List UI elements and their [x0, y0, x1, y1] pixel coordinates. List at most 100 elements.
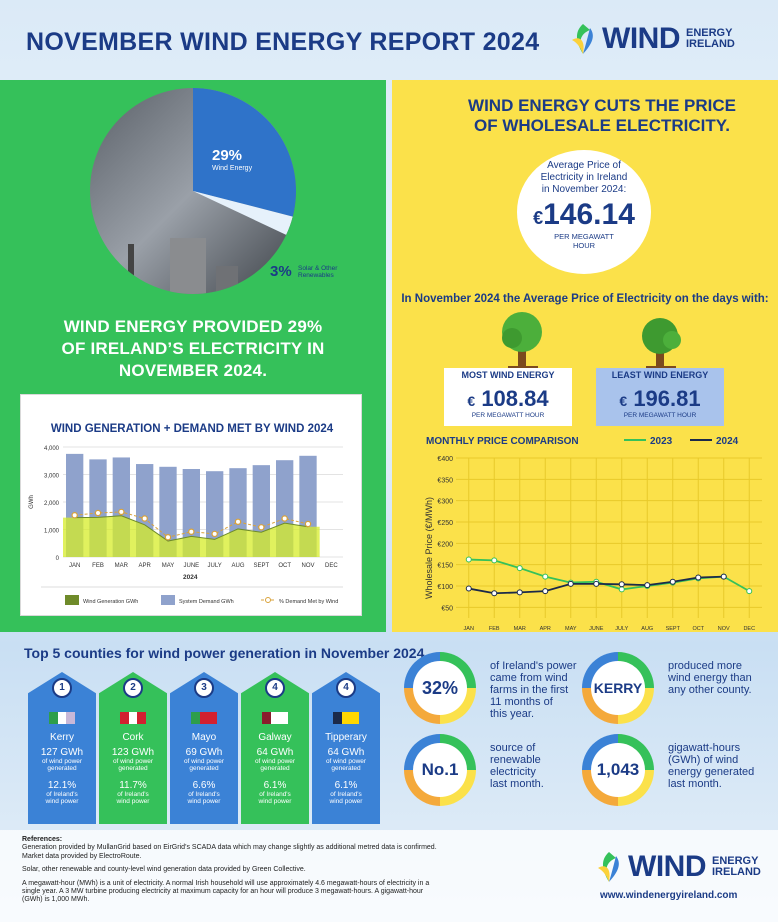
wind-energy-ireland-logo: WIND ENERGY IRELAND [568, 22, 735, 56]
wind-share-pie [90, 88, 296, 294]
x-tick-label: APR [540, 626, 551, 630]
flag-stripe [341, 712, 351, 724]
stat-value: No.1 [413, 743, 467, 797]
x-tick-label: JULY [208, 563, 222, 569]
logo-word: WIND [602, 22, 680, 55]
legend-swatch [65, 595, 79, 605]
county-rank-badge: 1 [52, 678, 72, 698]
x-tick-label: JUNE [589, 626, 604, 630]
most-wind-box: MOST WIND ENERGY € 108.84 PER MEGAWATT H… [444, 368, 572, 426]
y-tick-label: 3,000 [44, 474, 60, 480]
wind-generation-line [74, 515, 309, 542]
x-tick-label: AUG [231, 563, 244, 569]
stat-ring: No.1 [404, 734, 476, 806]
generation-chart-title: WIND GENERATION + DEMAND MET BY WIND 202… [50, 423, 334, 435]
county-card: 4 Galway 64 GWh of wind power generated 6.1% o… [241, 672, 309, 824]
county-pct: 11.7% [119, 780, 147, 791]
generation-chart-card: WIND GENERATION + DEMAND MET BY WIND 202… [20, 394, 362, 616]
stat-caption: produced more wind energy than any other c… [668, 660, 752, 696]
x-tick-label: FEB [92, 563, 104, 569]
stat-value: 32% [413, 661, 467, 715]
logo-subtitle: ENERGY IRELAND [685, 27, 735, 50]
county-flag [333, 712, 360, 724]
x-tick-label: DEC [325, 563, 338, 569]
series-point [516, 565, 523, 572]
series-point [593, 580, 600, 587]
least-wind-label: LEAST WIND ENERGY [611, 370, 709, 380]
x-tick-label: NOV [718, 626, 730, 630]
series-point [644, 582, 651, 589]
least-wind-box: LEAST WIND ENERGY € 196.81 PER MEGAWATT … [596, 368, 724, 426]
flag-stripe [191, 712, 200, 724]
most-wind-unit: PER MEGAWATT HOUR [471, 412, 545, 419]
flag-stripe [262, 712, 271, 724]
county-pct-caption-2: wind power [329, 798, 363, 805]
flag-stripe [137, 712, 147, 724]
x-tick-label: SEPT [666, 626, 681, 630]
county-gwh-caption-2: generated [260, 765, 290, 772]
flag-stripe [333, 712, 342, 724]
price-chart: MONTHLY PRICE COMPARISON 2023 2024 €50 €100 €… [424, 436, 762, 630]
pct-demand-point [281, 515, 288, 522]
stat-caption-line: last month. [490, 778, 544, 790]
series-point [542, 573, 549, 580]
stat-caption: source of renewable electricity last month. [490, 742, 544, 790]
county-pct: 6.6% [192, 780, 216, 791]
pct-demand-point [234, 518, 242, 526]
county-name: Galway [258, 732, 292, 743]
pct-demand-point [258, 524, 265, 531]
wind-label: Wind Energy [212, 165, 253, 172]
county-rank-badge: 4 [265, 678, 285, 698]
footer [0, 830, 778, 922]
legend-label: 2023 [650, 436, 673, 447]
stat-caption-line: last month. [668, 778, 722, 790]
county-pct-caption-2: wind power [45, 798, 79, 805]
tree-icon-2 [642, 318, 681, 370]
pie-slice-solar [193, 191, 293, 235]
x-tick-label: JULY [615, 626, 628, 630]
legend-label: % Demand Met by Wind [279, 599, 338, 605]
least-wind-unit: PER MEGAWATT HOUR [623, 412, 697, 419]
flag-stripe [120, 712, 129, 724]
stat-ring: 32% [404, 652, 476, 724]
flag-stripe [208, 712, 218, 724]
county-card: 1 Kerry 127 GWh of wind power generated 12.1%… [28, 672, 96, 824]
y-axis-title: GWh [29, 495, 35, 509]
y-tick-label: €400 [437, 456, 453, 463]
generation-chart: 0 1,000 2,000 3,000 4,000 GWh JAN FEB MAR APR MAY J… [29, 446, 343, 605]
legend-swatch [161, 595, 175, 605]
y-tick-label: €350 [437, 477, 453, 484]
references: References: Generation provided by Mulla… [22, 836, 437, 904]
y-tick-label: 2,000 [44, 501, 60, 507]
stat-caption-line: farms in the first [490, 684, 569, 696]
series-point [516, 589, 523, 596]
average-price-value: €146.14 [533, 198, 635, 231]
county-gwh-caption: of wind power [41, 758, 83, 765]
stat-caption-line: of Ireland's power [490, 660, 577, 672]
stat-caption-line: produced more [668, 660, 742, 672]
series-point [695, 574, 702, 581]
y-tick-label: €50 [441, 605, 453, 612]
pct-demand-line [74, 511, 309, 538]
pct-demand-point [188, 528, 195, 535]
tree-icon [502, 312, 542, 370]
county-rank-badge: 4 [336, 678, 356, 698]
average-price-unit: PER MEGAWATT HOUR [554, 232, 614, 250]
county-card: 4 Tipperary 64 GWh of wind power generated 6.… [312, 672, 380, 824]
county-flag [49, 712, 76, 724]
series-point [618, 581, 625, 588]
average-price-caption: Average Price of Electricity in Ireland in… [540, 160, 628, 195]
y-tick-label: €100 [437, 584, 453, 591]
stat-caption-line: gigawatt-hours [668, 742, 741, 754]
website-link[interactable]: www.windenergyireland.com [600, 890, 738, 901]
flag-stripe [49, 712, 58, 724]
chimney [128, 244, 134, 294]
legend-label: Wind Generation GWh [83, 599, 138, 605]
county-gwh: 69 GWh [185, 747, 223, 758]
x-tick-label: NOV [301, 563, 314, 569]
x-tick-label: APR [138, 563, 151, 569]
stat-caption-line: source of [490, 742, 536, 754]
pie-chart [90, 88, 296, 294]
county-pct-caption-2: wind power [187, 798, 221, 805]
flag-stripe [128, 712, 138, 724]
